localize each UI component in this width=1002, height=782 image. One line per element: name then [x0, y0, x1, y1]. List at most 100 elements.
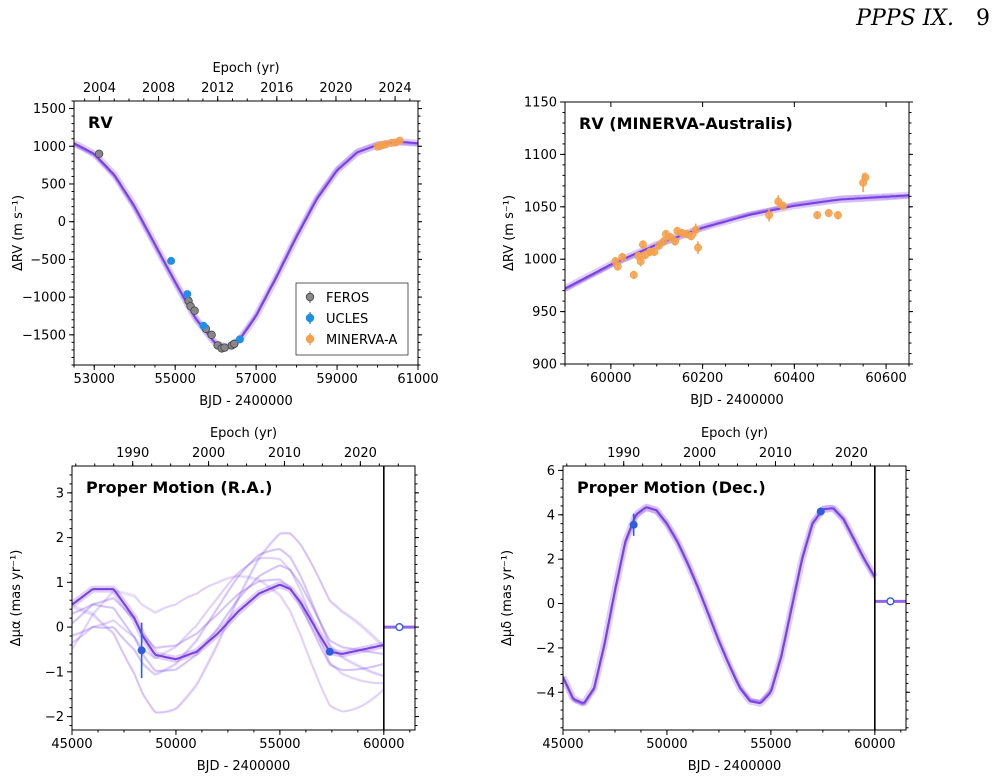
y-tick-label: 0 — [547, 597, 555, 612]
data-point — [691, 225, 700, 234]
x-tick-label: 50000 — [646, 737, 687, 752]
x-axis-label: BJD - 2400000 — [199, 394, 293, 409]
legend-marker — [305, 334, 315, 344]
data-point — [765, 211, 774, 220]
model-realization — [565, 195, 909, 292]
top-axis-label: Epoch (yr) — [210, 426, 277, 441]
top-tick-label: 1990 — [116, 446, 149, 461]
top-axis-label: Epoch (yr) — [212, 61, 279, 76]
top-tick-label: 2020 — [319, 81, 352, 96]
data-point — [199, 321, 208, 330]
data-point — [816, 507, 825, 516]
data-point — [824, 209, 833, 218]
top-tick-label: 2020 — [835, 446, 868, 461]
top-tick-label: 2016 — [260, 81, 293, 96]
model-realization — [72, 578, 385, 672]
x-tick-label: 60000 — [854, 737, 895, 752]
y-tick-label: −1500 — [22, 328, 66, 343]
model-realization — [72, 564, 384, 672]
data-point — [190, 306, 199, 315]
data-point — [395, 136, 404, 145]
y-axis-label: Δμδ (mas yr⁻¹) — [500, 550, 515, 646]
y-tick-label: 950 — [532, 305, 557, 320]
model-realization — [72, 578, 385, 672]
model-realization — [565, 195, 909, 291]
data-point — [861, 173, 870, 182]
y-tick-label: 2 — [56, 531, 64, 546]
x-tick-label: 45000 — [542, 737, 583, 752]
y-tick-label: 900 — [532, 358, 557, 373]
top-tick-label: 2010 — [268, 446, 301, 461]
y-tick-label: −1 — [45, 665, 64, 680]
plot-area — [563, 503, 906, 707]
model-realization — [565, 194, 909, 290]
top-tick-label: 2000 — [683, 446, 716, 461]
y-tick-label: 1100 — [524, 148, 557, 163]
legend-entry: FEROS — [326, 291, 369, 306]
y-tick-label: −2 — [45, 710, 64, 725]
data-point — [207, 330, 216, 340]
plot-area — [72, 531, 415, 714]
model-realization — [72, 532, 385, 714]
y-tick-label: 500 — [41, 177, 66, 192]
top-tick-label: 2004 — [83, 81, 116, 96]
data-point — [137, 646, 146, 655]
y-tick-label: 2 — [547, 553, 555, 568]
top-axis-label: Epoch (yr) — [701, 426, 768, 441]
panel-title: RV — [88, 113, 113, 132]
y-tick-label: 0 — [56, 621, 64, 636]
model-realization — [565, 196, 909, 292]
model-realization — [72, 564, 384, 672]
model-line — [565, 194, 909, 290]
data-point — [183, 290, 192, 299]
x-axis-label: BJD - 2400000 — [197, 759, 291, 774]
x-tick-label: 60000 — [590, 371, 631, 386]
data-point — [167, 256, 176, 265]
legend-entry: MINERVA-A — [326, 333, 397, 348]
model-realization — [565, 196, 909, 292]
data-point — [94, 149, 104, 158]
panel-title: Proper Motion (Dec.) — [577, 478, 766, 497]
model-realization — [72, 578, 385, 671]
y-tick-label: −4 — [536, 686, 555, 701]
x-tick-label: 55000 — [750, 737, 791, 752]
data-point — [833, 211, 842, 220]
y-tick-label: 1500 — [33, 102, 66, 117]
model-realization — [72, 556, 384, 684]
data-point — [618, 253, 627, 262]
legend-marker — [305, 313, 315, 323]
top-tick-label: 2010 — [759, 446, 792, 461]
data-point — [636, 257, 645, 266]
x-axis-label: BJD - 2400000 — [690, 393, 784, 408]
model-realization — [72, 564, 384, 673]
data-point — [395, 622, 404, 632]
model-realization — [72, 575, 385, 713]
rv-panel: 53000 55000 57000 59000 61000 −1500 −1000 −500 0… — [11, 61, 439, 409]
model-band — [565, 191, 909, 292]
y-axis-label: ΔRV (m s⁻¹) — [11, 195, 26, 271]
data-point — [230, 339, 239, 349]
pm-dec-panel: 45000 50000 55000 60000 −4 −2 0 2 4 6 1990 2000 2010… — [500, 426, 910, 774]
y-tick-label: 1 — [56, 576, 64, 591]
data-point — [220, 343, 229, 352]
model-realization — [72, 557, 384, 685]
model-realization — [72, 564, 384, 672]
y-axis-label: Δμα (mas yr⁻¹) — [9, 550, 24, 647]
y-tick-label: 0 — [58, 215, 66, 230]
x-tick-label: 53000 — [74, 372, 115, 387]
y-axis-label: ΔRV (m s⁻¹) — [502, 195, 517, 271]
model-realization — [72, 557, 384, 685]
data-point — [659, 237, 668, 246]
model-realization — [72, 547, 385, 677]
data-point — [629, 270, 638, 279]
top-tick-label: 2024 — [379, 81, 412, 96]
x-axis-label: BJD - 2400000 — [688, 759, 782, 774]
model-realization — [72, 574, 385, 713]
legend-entry: UCLES — [326, 312, 368, 327]
plot-area — [74, 136, 418, 353]
y-tick-label: −2 — [536, 641, 555, 656]
y-tick-label: 1000 — [524, 253, 557, 268]
x-tick-label: 45000 — [51, 737, 92, 752]
x-tick-label: 57000 — [235, 372, 276, 387]
model-realization — [72, 531, 385, 714]
